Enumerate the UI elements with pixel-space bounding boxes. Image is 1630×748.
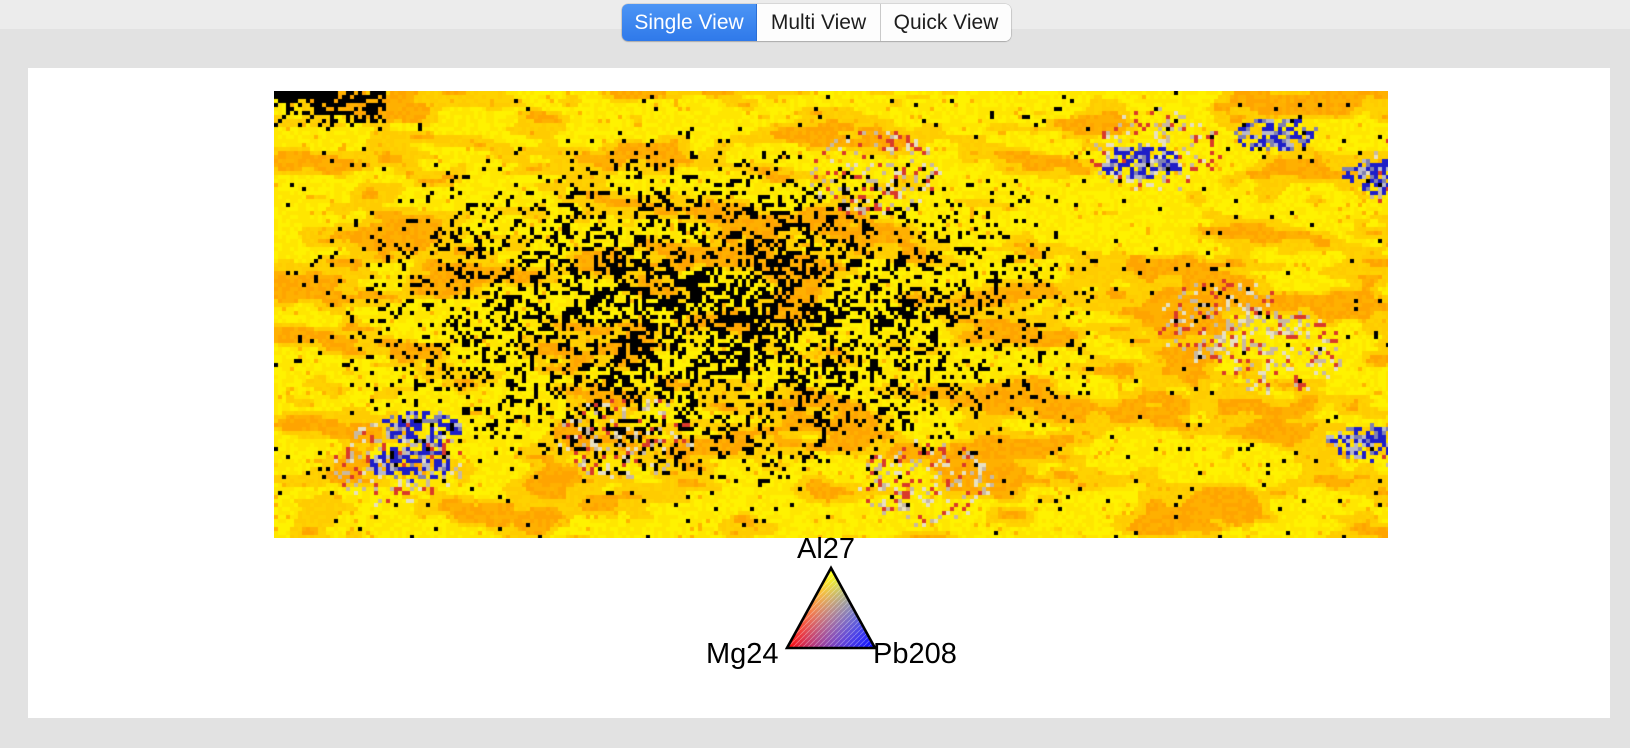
ternary-outline xyxy=(784,565,878,650)
ternary-left-label: Mg24 xyxy=(706,638,779,670)
view-switcher: Single View Multi View Quick View xyxy=(622,4,1011,41)
tab-quick-view[interactable]: Quick View xyxy=(881,4,1011,41)
tab-single-view[interactable]: Single View xyxy=(622,4,757,41)
ternary-right-label: Pb208 xyxy=(873,638,957,670)
tab-multi-view[interactable]: Multi View xyxy=(757,4,881,41)
element-map-image[interactable] xyxy=(274,91,1388,538)
ternary-texture xyxy=(787,568,875,648)
ternary-top-label: Al27 xyxy=(797,533,856,565)
